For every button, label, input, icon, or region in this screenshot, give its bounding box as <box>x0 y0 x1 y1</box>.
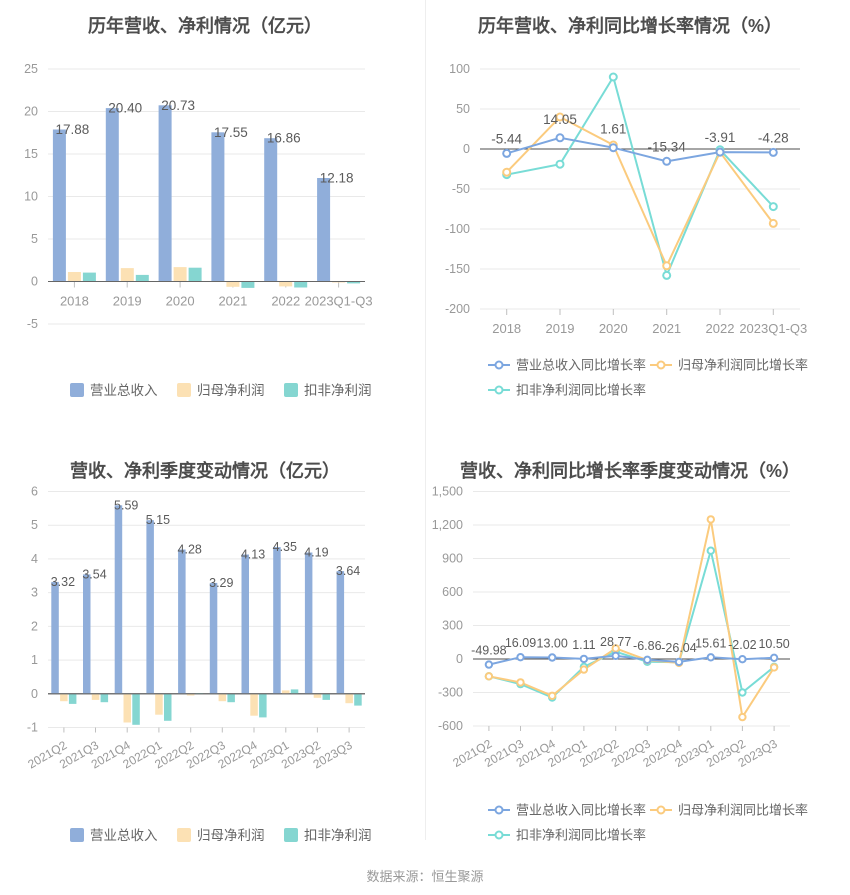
svg-text:2021: 2021 <box>652 321 681 336</box>
svg-text:0: 0 <box>456 652 463 666</box>
svg-text:6: 6 <box>31 485 38 499</box>
svg-text:5: 5 <box>31 232 38 246</box>
svg-text:4.35: 4.35 <box>273 540 297 554</box>
svg-text:-15.34: -15.34 <box>648 139 687 154</box>
svg-text:3.32: 3.32 <box>51 575 75 589</box>
svg-text:0: 0 <box>31 275 38 289</box>
svg-text:17.55: 17.55 <box>214 125 248 140</box>
svg-text:-3.91: -3.91 <box>705 130 736 145</box>
svg-text:2020: 2020 <box>599 321 628 336</box>
svg-text:营业总收入: 营业总收入 <box>90 383 158 398</box>
svg-text:归母净利润: 归母净利润 <box>197 827 265 843</box>
svg-text:-26.04: -26.04 <box>661 641 696 655</box>
svg-text:扣非净利润同比增长率: 扣非净利润同比增长率 <box>516 383 646 398</box>
svg-text:扣非净利润同比增长率: 扣非净利润同比增长率 <box>516 828 646 843</box>
svg-text:2022: 2022 <box>706 321 735 336</box>
svg-text:50: 50 <box>456 102 470 116</box>
svg-text:13.00: 13.00 <box>537 637 568 651</box>
svg-text:-200: -200 <box>445 302 470 316</box>
svg-text:5.59: 5.59 <box>114 498 138 512</box>
svg-text:3.54: 3.54 <box>82 567 106 581</box>
svg-text:-4.28: -4.28 <box>758 130 789 145</box>
svg-text:25: 25 <box>24 62 38 76</box>
svg-text:2020: 2020 <box>166 294 195 309</box>
svg-text:-2.02: -2.02 <box>728 638 757 652</box>
svg-text:2019: 2019 <box>113 294 142 309</box>
svg-text:3: 3 <box>31 586 38 600</box>
svg-text:-5.44: -5.44 <box>491 131 522 146</box>
svg-text:16.09: 16.09 <box>505 636 536 650</box>
svg-text:-6.86: -6.86 <box>633 639 662 653</box>
svg-text:1.61: 1.61 <box>600 122 626 137</box>
svg-text:20.40: 20.40 <box>108 101 142 116</box>
svg-text:归母净利润同比增长率: 归母净利润同比增长率 <box>678 803 808 818</box>
svg-text:-49.98: -49.98 <box>471 644 506 658</box>
svg-text:1.11: 1.11 <box>572 638 595 652</box>
svg-text:15: 15 <box>24 147 38 161</box>
svg-text:17.88: 17.88 <box>56 122 90 137</box>
svg-text:14.05: 14.05 <box>543 112 577 127</box>
svg-text:4.28: 4.28 <box>178 543 202 557</box>
svg-text:-300: -300 <box>438 686 463 700</box>
svg-text:-100: -100 <box>445 222 470 236</box>
svg-text:归母净利润同比增长率: 归母净利润同比增长率 <box>678 358 808 373</box>
svg-text:15.61: 15.61 <box>695 636 726 650</box>
svg-text:营业总收入: 营业总收入 <box>90 828 158 843</box>
svg-text:营业总收入同比增长率: 营业总收入同比增长率 <box>516 358 646 373</box>
svg-text:2023Q1-Q3: 2023Q1-Q3 <box>739 321 807 336</box>
svg-text:-50: -50 <box>452 182 470 196</box>
svg-text:100: 100 <box>449 62 470 76</box>
svg-text:2022: 2022 <box>271 294 300 309</box>
svg-text:16.86: 16.86 <box>267 131 301 146</box>
svg-text:1,200: 1,200 <box>432 518 463 532</box>
svg-text:-600: -600 <box>438 719 463 733</box>
svg-text:20.73: 20.73 <box>161 98 195 113</box>
svg-text:10.50: 10.50 <box>758 637 789 651</box>
svg-text:2019: 2019 <box>546 321 575 336</box>
svg-text:600: 600 <box>442 585 463 599</box>
svg-text:2018: 2018 <box>492 321 521 336</box>
svg-text:0: 0 <box>31 687 38 701</box>
svg-text:12.18: 12.18 <box>320 171 354 186</box>
svg-text:4: 4 <box>31 552 38 566</box>
svg-text:28.77: 28.77 <box>600 635 631 649</box>
svg-text:20: 20 <box>24 105 38 119</box>
svg-text:4.19: 4.19 <box>304 546 328 560</box>
svg-text:900: 900 <box>442 552 463 566</box>
svg-text:3.29: 3.29 <box>209 576 233 590</box>
svg-text:2018: 2018 <box>60 294 89 309</box>
svg-text:300: 300 <box>442 619 463 633</box>
svg-text:归母净利润: 归母净利润 <box>197 382 265 398</box>
svg-text:0: 0 <box>463 142 470 156</box>
svg-text:1,500: 1,500 <box>432 485 463 499</box>
svg-text:5: 5 <box>31 518 38 532</box>
svg-text:2: 2 <box>31 619 38 633</box>
svg-text:10: 10 <box>24 190 38 204</box>
svg-text:2023Q1-Q3: 2023Q1-Q3 <box>305 294 373 309</box>
svg-text:2021: 2021 <box>218 294 247 309</box>
svg-text:扣非净利润: 扣非净利润 <box>304 828 372 843</box>
svg-text:3.64: 3.64 <box>336 564 360 578</box>
svg-text:5.15: 5.15 <box>146 513 170 527</box>
svg-text:1: 1 <box>31 653 38 667</box>
svg-text:营业总收入同比增长率: 营业总收入同比增长率 <box>516 803 646 818</box>
svg-text:4.13: 4.13 <box>241 548 265 562</box>
svg-text:扣非净利润: 扣非净利润 <box>304 383 372 398</box>
svg-text:-1: -1 <box>27 721 38 735</box>
svg-text:-150: -150 <box>445 262 470 276</box>
svg-text:-5: -5 <box>27 317 38 331</box>
